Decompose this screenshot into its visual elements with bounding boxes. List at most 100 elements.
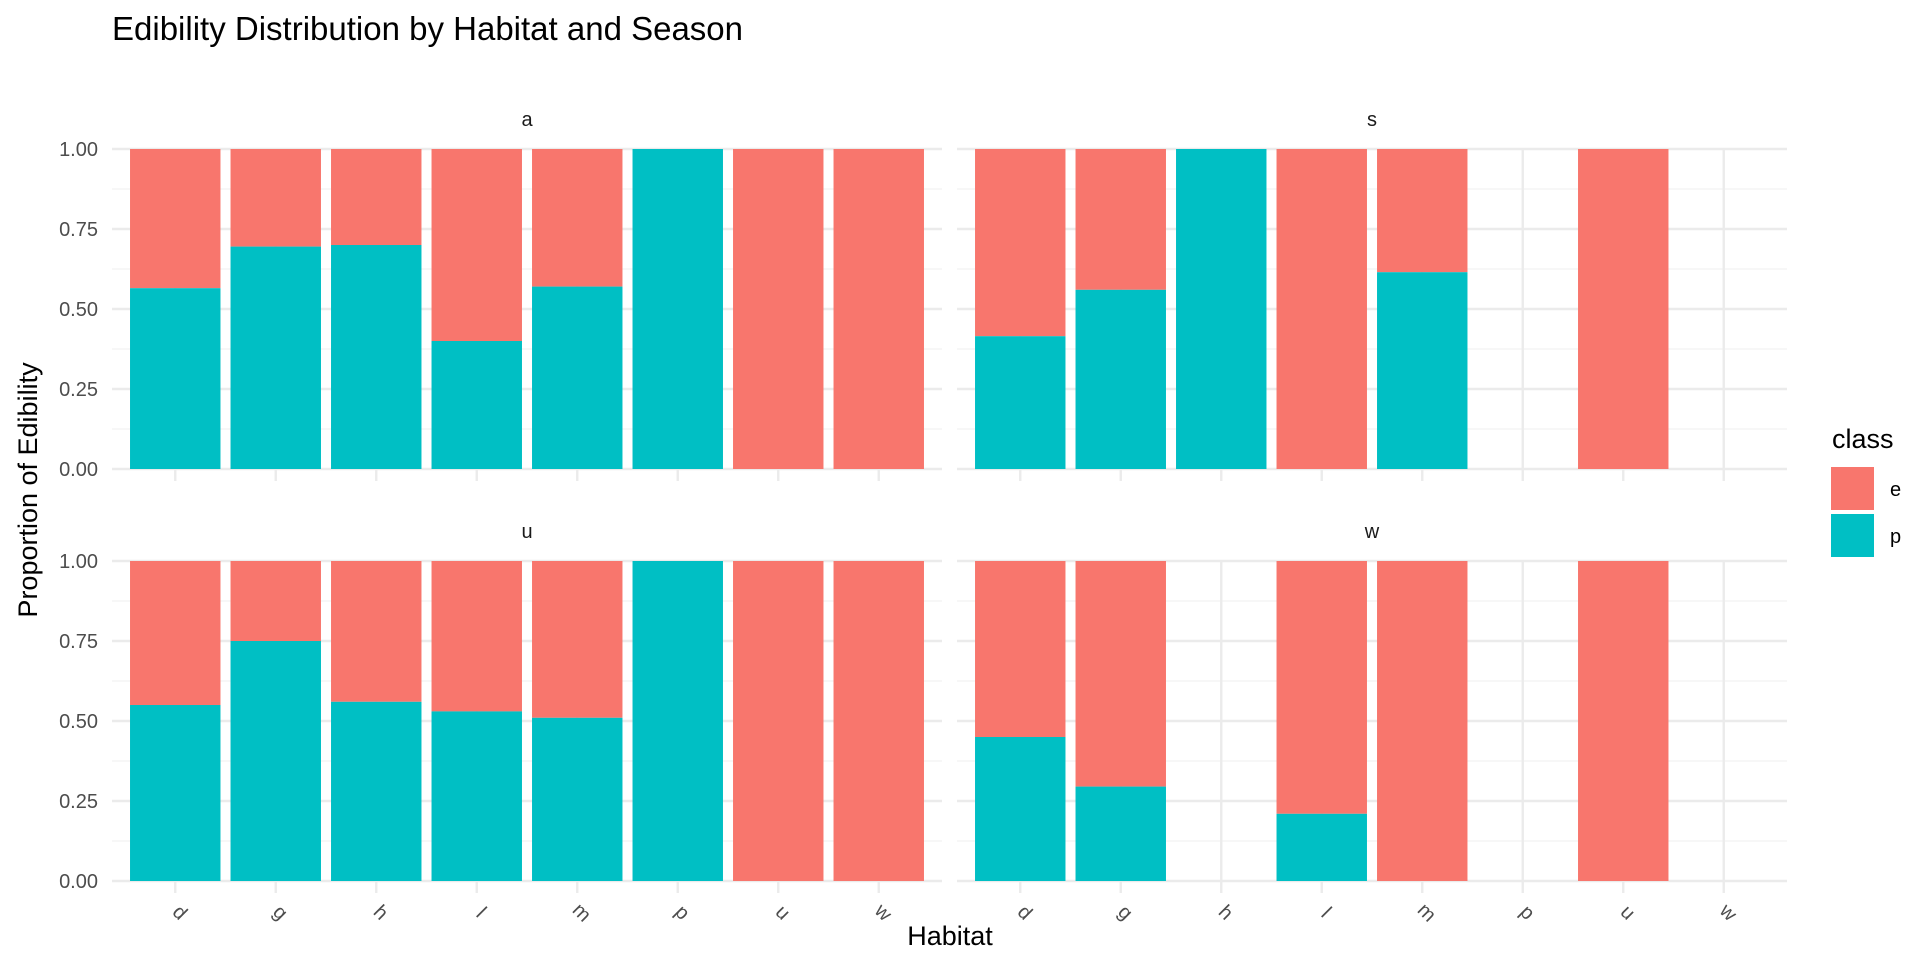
x-tick-label: d — [168, 901, 191, 924]
y-tick-label: 0.25 — [59, 791, 98, 813]
bar-w-l — [1276, 561, 1367, 881]
bar-a-d — [130, 149, 221, 469]
bar-w-g — [1075, 561, 1166, 881]
x-tick-label: d — [1013, 901, 1036, 924]
legend-label-p: p — [1890, 526, 1901, 548]
x-tick-label: w — [1714, 899, 1741, 926]
bar-a-g — [230, 149, 321, 469]
bar-segment-p — [431, 711, 522, 881]
bar-segment-e — [1578, 561, 1669, 881]
bar-u-l — [431, 561, 522, 881]
bar-segment-e — [130, 149, 221, 289]
y-tick-label: 0.50 — [59, 711, 98, 733]
facet-panel-u: u 0.00 0.25 0.50 0.75 1.00 d g h l m p u w — [59, 521, 942, 926]
bar-w-d — [975, 561, 1066, 881]
bar-segment-e — [1276, 561, 1367, 814]
bar-u-w — [833, 561, 924, 881]
y-tick-label: 0.00 — [59, 459, 98, 481]
bar-u-u — [733, 561, 824, 881]
bar-s-u — [1578, 149, 1669, 469]
x-tick-label: h — [369, 901, 392, 924]
bar-segment-p — [230, 641, 321, 881]
y-tick-label: 0.00 — [59, 871, 98, 893]
bar-segment-p — [331, 701, 422, 881]
bar-segment-e — [733, 561, 824, 881]
bar-segment-p — [431, 341, 522, 469]
facet-strip-label: u — [521, 521, 532, 543]
bar-segment-e — [833, 149, 924, 469]
facet-strip-label: w — [1364, 521, 1380, 543]
bar-segment-e — [1075, 149, 1166, 290]
facet-strip-label: s — [1367, 109, 1377, 131]
facet-panels: a 0.00 0.25 0.50 0.75 1.00 s u 0.00 0.25 0.50 0.75 1… — [59, 109, 1787, 926]
bar-segment-p — [632, 149, 723, 469]
x-tick-label: m — [1413, 899, 1440, 926]
bar-segment-p — [1377, 272, 1468, 469]
y-tick-label: 0.25 — [59, 379, 98, 401]
facet-panel-s: s — [957, 109, 1787, 481]
legend-title: class — [1832, 424, 1894, 454]
bar-segment-e — [1377, 561, 1468, 881]
bar-segment-e — [733, 149, 824, 469]
bar-a-u — [733, 149, 824, 469]
x-tick-label: g — [268, 901, 291, 924]
bar-segment-e — [532, 561, 623, 718]
bar-segment-p — [1075, 786, 1166, 881]
legend: class e p — [1831, 424, 1901, 557]
bar-segment-e — [331, 561, 422, 702]
bar-s-h — [1176, 149, 1267, 469]
bar-segment-e — [975, 149, 1066, 337]
bar-segment-p — [1276, 813, 1367, 881]
bar-segment-e — [130, 561, 221, 705]
bar-segment-p — [130, 288, 221, 469]
bar-segment-p — [532, 286, 623, 469]
bar-s-l — [1276, 149, 1367, 469]
bar-segment-e — [1276, 149, 1367, 469]
x-tick-label: u — [771, 901, 794, 924]
bar-segment-p — [130, 705, 221, 881]
bar-s-m — [1377, 149, 1468, 469]
bar-a-m — [532, 149, 623, 469]
bar-segment-e — [431, 561, 522, 712]
x-tick-label: w — [869, 899, 896, 926]
bar-segment-e — [1578, 149, 1669, 469]
y-tick-label: 0.75 — [59, 631, 98, 653]
legend-key-e — [1831, 467, 1874, 510]
chart-title: Edibility Distribution by Habitat and Se… — [112, 10, 743, 47]
x-tick-label: p — [1515, 901, 1538, 924]
bar-segment-p — [532, 717, 623, 881]
bar-u-h — [331, 561, 422, 881]
bar-segment-p — [1176, 149, 1267, 469]
bar-segment-e — [532, 149, 623, 287]
bar-segment-e — [230, 561, 321, 641]
bar-u-p — [632, 561, 723, 881]
facet-strip-label: a — [521, 109, 533, 131]
bar-w-m — [1377, 561, 1468, 881]
bar-a-l — [431, 149, 522, 469]
bar-segment-e — [331, 149, 422, 245]
bar-segment-p — [331, 245, 422, 469]
x-tick-label: h — [1214, 901, 1237, 924]
facet-panel-a: a 0.00 0.25 0.50 0.75 1.00 — [59, 109, 942, 481]
x-tick-label: l — [1317, 903, 1336, 922]
y-tick-label: 0.50 — [59, 299, 98, 321]
bar-s-d — [975, 149, 1066, 469]
x-tick-label: m — [568, 899, 595, 926]
x-tick-label: l — [472, 903, 491, 922]
bar-segment-e — [1377, 149, 1468, 273]
x-axis-title: Habitat — [907, 921, 993, 951]
y-tick-label: 0.75 — [59, 219, 98, 241]
bar-segment-e — [975, 561, 1066, 737]
x-tick-label: g — [1113, 901, 1136, 924]
bar-segment-p — [975, 737, 1066, 881]
bar-u-g — [230, 561, 321, 881]
x-tick-label: u — [1616, 901, 1639, 924]
bar-segment-p — [632, 561, 723, 881]
bar-u-d — [130, 561, 221, 881]
bar-segment-e — [230, 149, 321, 247]
bar-a-p — [632, 149, 723, 469]
bar-w-u — [1578, 561, 1669, 881]
y-axis-title: Proportion of Edibility — [13, 362, 43, 618]
bar-segment-p — [975, 336, 1066, 469]
